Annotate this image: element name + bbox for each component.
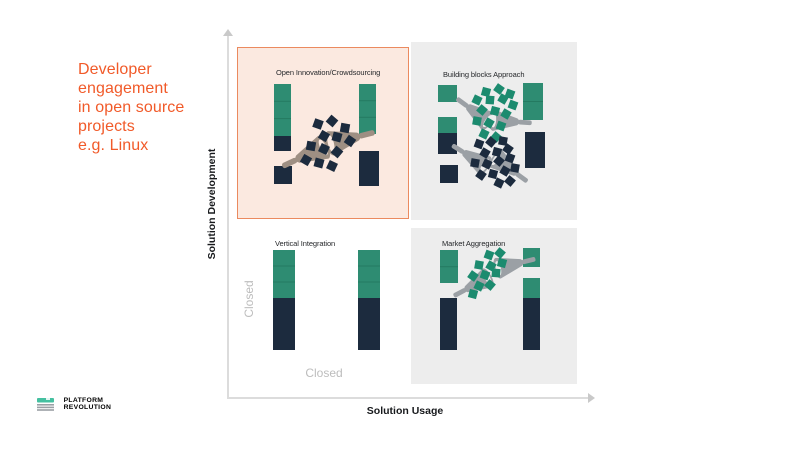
green-bars: [274, 84, 376, 136]
x-axis-arrow-icon: [588, 393, 595, 403]
logo-text-revolution: REVOLUTION: [63, 404, 112, 411]
quadrant-market-aggregation: Market Aggregation: [411, 228, 577, 384]
green-bars: [273, 250, 380, 298]
quadrant-vertical-integration: Vertical Integration: [237, 228, 409, 384]
navy-bars: [273, 298, 380, 350]
y-axis-title: Solution Development: [206, 148, 218, 260]
quadrant-title: Open Innovation/Crowdsourcing: [276, 68, 381, 77]
navy-bars: [438, 132, 545, 183]
scatter-squares-green: [471, 83, 519, 143]
quadrant-title: Vertical Integration: [275, 239, 336, 248]
building-blocks-illustration: [438, 83, 545, 191]
open-innovation-illustration: [274, 84, 379, 186]
x-axis-value-closed: Closed: [305, 366, 343, 380]
x-axis-title: Solution Usage: [366, 405, 444, 417]
layered-lines-logo-icon: [37, 398, 54, 411]
y-axis-arrow-icon: [223, 29, 233, 36]
logo-text-platform: PLATFORM: [63, 397, 104, 404]
green-bars: [440, 248, 540, 298]
navy-bars: [274, 136, 379, 186]
green-bar-dividers: [273, 265, 380, 283]
vertical-integration-illustration: [273, 250, 380, 350]
scatter-squares-navy: [470, 136, 520, 189]
market-aggregation-illustration: [440, 247, 540, 350]
quadrant-building-blocks: Building blocks Approach: [411, 42, 577, 220]
quadrant-open-innovation: Open Innovation/Crowdsourcing: [237, 47, 409, 219]
logo-divider: [59, 398, 61, 411]
quadrant-title: Building blocks Approach: [443, 70, 525, 79]
quadrant-title: Market Aggregation: [442, 239, 506, 248]
green-bar-dividers: [274, 100, 376, 120]
scatter-squares-navy: [299, 114, 357, 172]
x-axis-line: [227, 397, 589, 399]
y-axis-line: [227, 34, 229, 398]
slide-title: Developer engagement in open source proj…: [78, 61, 185, 154]
scatter-squares-green: [467, 247, 508, 300]
platform-revolution-logo: PLATFORM REVOLUTION: [36, 397, 111, 412]
navy-bars: [440, 298, 540, 350]
